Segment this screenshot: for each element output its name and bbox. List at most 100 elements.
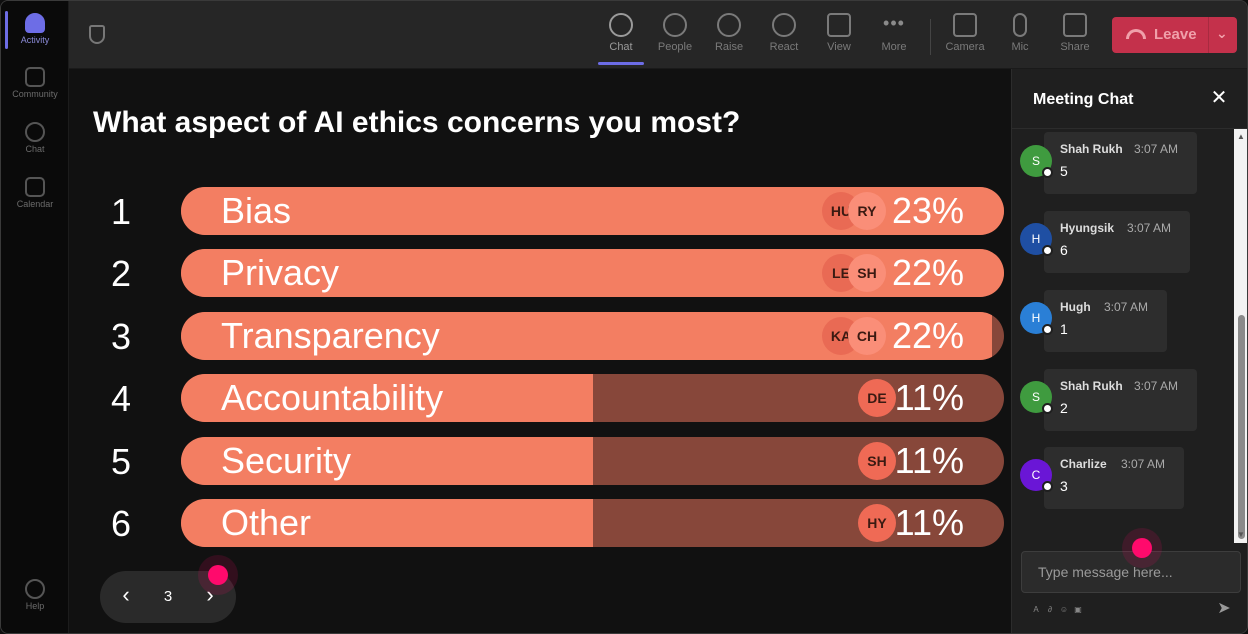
option-bar-fill (181, 499, 593, 547)
option-bar: Security SH 11% (181, 437, 1004, 485)
shield-icon (89, 25, 105, 44)
option-percent: 11% (894, 502, 964, 543)
presence-dot (1042, 481, 1053, 492)
chevron-down-icon[interactable]: ⌄ (1216, 25, 1228, 41)
chevron-left-icon[interactable]: ‹ (122, 582, 130, 607)
poll-option-row: 3 Transparency KA CH 22% (69, 312, 1011, 360)
toolbar-label: React (769, 41, 799, 53)
poll-stage: What aspect of AI ethics concerns you mo… (69, 69, 1011, 633)
chat-bubble-icon (609, 13, 633, 37)
avatar: S (1020, 381, 1053, 414)
message-time: 3:07 AM (1127, 221, 1172, 235)
send-icon[interactable]: ➤ (1217, 600, 1231, 617)
leave-button[interactable]: Leave ⌄ (1112, 17, 1237, 53)
view-button[interactable]: View (814, 11, 864, 63)
option-rank: 4 (110, 378, 132, 419)
option-percent: 11% (894, 440, 964, 481)
more-button[interactable]: ••• More (869, 11, 919, 63)
app-rail: Activity Community Chat Calendar Help (1, 1, 69, 633)
chevron-right-icon[interactable]: › (206, 582, 214, 607)
chat-message: Shah Rukh 3:07 AM 5 (1044, 132, 1197, 194)
option-rank: 3 (110, 316, 132, 357)
option-bar: Privacy LE SH 22% (181, 249, 1004, 297)
option-label: Security (221, 440, 352, 481)
bell-icon (25, 13, 45, 33)
option-label: Accountability (221, 377, 444, 418)
message-time: 3:07 AM (1121, 457, 1166, 471)
option-percent: 23% (891, 190, 964, 231)
pointer-indicator (1132, 538, 1152, 558)
attach-icon[interactable]: ∂ (1048, 605, 1052, 614)
toolbar-label: View (827, 41, 851, 53)
toolbar-label: Mic (1011, 41, 1029, 53)
poll-option-row: 1 Bias HU RY 23% (69, 187, 1011, 235)
people-button[interactable]: People (650, 11, 700, 63)
help-icon (25, 579, 45, 599)
scroll-up-icon[interactable]: ▲ (1237, 132, 1245, 141)
chat-message: Shah Rukh 3:07 AM 2 (1044, 369, 1197, 431)
raise-hand-icon (717, 13, 741, 37)
option-bar: Bias HU RY 23% (181, 187, 1004, 235)
mic-icon (1013, 13, 1027, 37)
option-rank: 5 (110, 441, 132, 482)
toolbar-divider (930, 19, 931, 55)
rail-item-activity[interactable]: Activity (1, 13, 69, 45)
voter-avatar: SH (848, 254, 886, 292)
message-text: 3 (1060, 478, 1068, 494)
chat-message: Charlize 3:07 AM 3 (1044, 447, 1184, 509)
avatar: H (1020, 302, 1053, 335)
emoji-icon[interactable]: ☺ (1059, 605, 1069, 614)
page-number: 3 (163, 588, 173, 605)
toolbar-label: People (657, 41, 693, 53)
option-rank: 2 (110, 253, 132, 294)
chat-message: Hyungsik 3:07 AM 6 (1044, 211, 1190, 273)
toolbar-label: Share (1060, 41, 1090, 53)
toolbar-label: More (881, 41, 907, 53)
chat-scrollbar-thumb[interactable] (1238, 315, 1245, 539)
message-author: Shah Rukh (1060, 379, 1123, 393)
poll-option-row: 5 Security SH 11% (69, 437, 1011, 485)
option-bar: Accountability DE 11% (181, 374, 1004, 422)
mic-button[interactable]: Mic (995, 11, 1045, 63)
toolbar-label: Chat (609, 41, 633, 53)
react-button[interactable]: React (759, 11, 809, 63)
avatar-initial: H (1031, 311, 1041, 325)
gif-icon[interactable]: ▣ (1074, 605, 1082, 614)
more-dots-icon: ••• (883, 13, 905, 33)
format-text-icon[interactable]: A (1033, 605, 1039, 614)
people-icon (663, 13, 687, 37)
presence-dot (1042, 324, 1053, 335)
rail-item-community[interactable]: Community (1, 67, 69, 99)
rail-active-indicator (5, 11, 8, 49)
camera-button[interactable]: Camera (940, 11, 990, 63)
poll-option-row: 6 Other HY 11% (69, 499, 1011, 547)
close-icon[interactable]: ✕ (1210, 87, 1228, 109)
meeting-toolbar: Chat People Raise React View ••• More Ca… (69, 1, 1247, 69)
voter-avatar: RY (848, 192, 886, 230)
rail-item-help[interactable]: Help (1, 579, 69, 611)
rail-item-label: Activity (20, 35, 50, 45)
message-author: Hyungsik (1060, 221, 1115, 235)
raise-hand-button[interactable]: Raise (704, 11, 754, 63)
camera-off-icon (953, 13, 977, 37)
message-text: 6 (1060, 242, 1068, 258)
chat-button[interactable]: Chat (596, 11, 646, 63)
chat-message: Hugh 3:07 AM 1 (1044, 290, 1167, 352)
rail-item-calendar[interactable]: Calendar (1, 177, 69, 209)
voter-avatar: DE (858, 379, 896, 417)
presence-dot (1042, 245, 1053, 256)
message-author: Hugh (1060, 300, 1091, 314)
option-percent: 22% (891, 252, 964, 293)
voter-avatar: SH (858, 442, 896, 480)
poll-option-row: 4 Accountability DE 11% (69, 374, 1011, 422)
message-text: 5 (1060, 163, 1068, 179)
message-time: 3:07 AM (1104, 300, 1149, 314)
avatar: S (1020, 145, 1053, 178)
rail-item-chat[interactable]: Chat (1, 122, 69, 154)
rail-item-label: Chat (25, 144, 45, 154)
message-text: 2 (1060, 400, 1068, 416)
option-label: Privacy (221, 252, 340, 293)
chat-message-input[interactable] (1021, 551, 1241, 593)
scroll-down-icon[interactable]: ▼ (1237, 530, 1245, 539)
share-button[interactable]: Share (1050, 11, 1100, 63)
